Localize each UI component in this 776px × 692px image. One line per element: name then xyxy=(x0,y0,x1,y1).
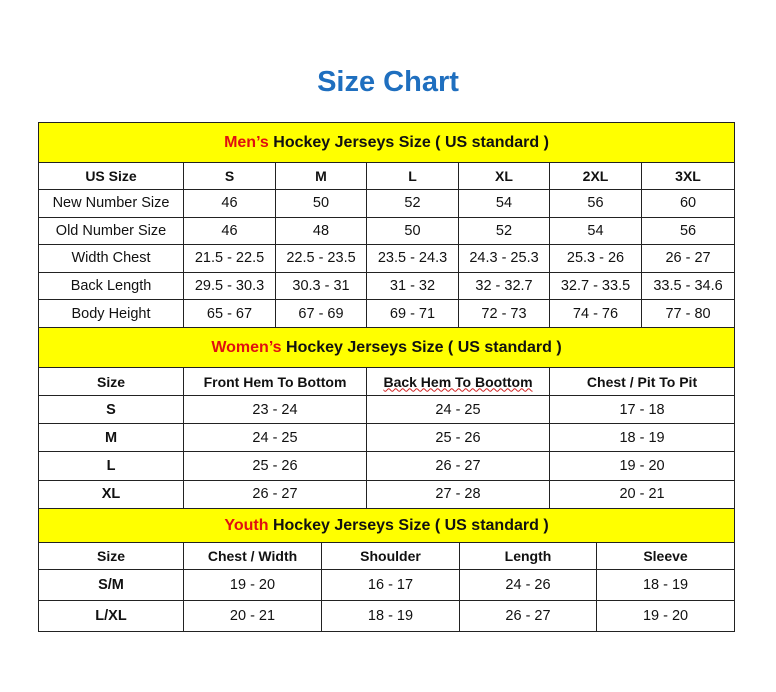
table-cell: 18 - 19 xyxy=(548,423,736,453)
column-header: Chest / Width xyxy=(183,542,322,570)
table-cell: 25 - 26 xyxy=(366,423,550,453)
row-label: L xyxy=(38,451,184,481)
row-label: S xyxy=(38,394,184,425)
column-header: L xyxy=(366,162,459,190)
column-header: Size xyxy=(38,367,184,396)
row-label: M xyxy=(38,423,184,453)
men-size-table: Men’s Hockey Jerseys Size ( US standard … xyxy=(37,122,736,328)
women-size-table: Women’s Hockey Jerseys Size ( US standar… xyxy=(37,327,736,509)
table-cell: 46 xyxy=(183,216,276,246)
table-row: Back Length 29.5 - 30.3 30.3 - 31 31 - 32 32… xyxy=(38,271,736,301)
table-cell: 20 - 21 xyxy=(548,479,736,509)
row-label: Old Number Size xyxy=(38,216,184,246)
table-cell: 19 - 20 xyxy=(548,451,736,481)
women-header-row: Size Front Hem To Bottom Back Hem To Boo… xyxy=(38,367,736,396)
table-cell: 67 - 69 xyxy=(275,299,367,328)
table-cell: 74 - 76 xyxy=(549,299,642,328)
table-row: L/XL 20 - 21 18 - 19 26 - 27 19 - 20 xyxy=(38,600,736,632)
table-row: Width Chest 21.5 - 22.5 22.5 - 23.5 23.5 - … xyxy=(38,244,736,273)
youth-section-heading: Youth Hockey Jerseys Size ( US standard … xyxy=(37,508,736,543)
column-header: Front Hem To Bottom xyxy=(183,367,367,396)
table-cell: 19 - 20 xyxy=(183,569,322,601)
table-cell: 50 xyxy=(366,216,459,246)
table-cell: 26 - 27 xyxy=(459,600,597,632)
column-header: M xyxy=(275,162,367,190)
table-cell: 26 - 27 xyxy=(640,244,736,273)
table-cell: 26 - 27 xyxy=(183,479,367,509)
table-cell: 77 - 80 xyxy=(640,299,736,328)
row-label: XL xyxy=(38,479,184,509)
table-cell: 52 xyxy=(458,216,550,246)
page-title: Size Chart xyxy=(317,66,459,98)
table-cell: 52 xyxy=(366,189,459,218)
table-cell: 32 - 32.7 xyxy=(458,271,550,301)
men-header-row: US Size S M L XL 2XL 3XL xyxy=(38,162,736,190)
table-cell: 22.5 - 23.5 xyxy=(275,244,367,273)
column-header: Length xyxy=(459,542,597,570)
column-header: Size xyxy=(38,542,184,570)
column-header: S xyxy=(183,162,276,190)
youth-header-row: Size Chest / Width Shoulder Length Sleev… xyxy=(38,542,736,570)
table-cell: 48 xyxy=(275,216,367,246)
table-cell: 54 xyxy=(458,189,550,218)
table-row: L 25 - 26 26 - 27 19 - 20 xyxy=(38,451,736,481)
table-cell: 16 - 17 xyxy=(321,569,460,601)
table-row: Old Number Size 46 48 50 52 54 56 xyxy=(38,216,736,246)
table-cell: 18 - 19 xyxy=(595,569,736,601)
men-section-heading: Men’s Hockey Jerseys Size ( US standard … xyxy=(37,122,736,163)
table-cell: 27 - 28 xyxy=(366,479,550,509)
row-label: Body Height xyxy=(38,299,184,328)
column-header: 3XL xyxy=(640,162,736,190)
column-header: US Size xyxy=(38,162,184,190)
table-cell: 25.3 - 26 xyxy=(549,244,642,273)
table-row: XL 26 - 27 27 - 28 20 - 21 xyxy=(38,479,736,509)
table-cell: 19 - 20 xyxy=(595,600,736,632)
table-cell: 54 xyxy=(549,216,642,246)
table-cell: 25 - 26 xyxy=(183,451,367,481)
table-cell: 24 - 26 xyxy=(459,569,597,601)
column-header: Chest / Pit To Pit xyxy=(548,367,736,396)
table-row: S/M 19 - 20 16 - 17 24 - 26 18 - 19 xyxy=(38,569,736,601)
table-cell: 24 - 25 xyxy=(366,394,550,425)
row-label: S/M xyxy=(38,569,184,601)
table-cell: 21.5 - 22.5 xyxy=(183,244,276,273)
table-row: S 23 - 24 24 - 25 17 - 18 xyxy=(38,394,736,425)
table-cell: 31 - 32 xyxy=(366,271,459,301)
table-row: M 24 - 25 25 - 26 18 - 19 xyxy=(38,423,736,453)
table-cell: 60 xyxy=(640,189,736,218)
row-label: Back Length xyxy=(38,271,184,301)
table-cell: 18 - 19 xyxy=(321,600,460,632)
table-cell: 32.7 - 33.5 xyxy=(549,271,642,301)
table-cell: 23 - 24 xyxy=(183,394,367,425)
column-header: Shoulder xyxy=(321,542,460,570)
column-header: XL xyxy=(458,162,550,190)
women-section-heading: Women’s Hockey Jerseys Size ( US standar… xyxy=(37,327,736,368)
table-cell: 46 xyxy=(183,189,276,218)
column-header: Back Hem To Boottom xyxy=(366,367,550,396)
table-row: New Number Size 46 50 52 54 56 60 xyxy=(38,189,736,218)
table-cell: 24.3 - 25.3 xyxy=(458,244,550,273)
table-cell: 24 - 25 xyxy=(183,423,367,453)
row-label: Width Chest xyxy=(38,244,184,273)
row-label: New Number Size xyxy=(38,189,184,218)
table-cell: 29.5 - 30.3 xyxy=(183,271,276,301)
table-cell: 17 - 18 xyxy=(548,394,736,425)
table-cell: 33.5 - 34.6 xyxy=(640,271,736,301)
table-cell: 50 xyxy=(275,189,367,218)
table-cell: 20 - 21 xyxy=(183,600,322,632)
column-header: 2XL xyxy=(549,162,642,190)
table-cell: 56 xyxy=(549,189,642,218)
row-label: L/XL xyxy=(38,600,184,632)
table-cell: 65 - 67 xyxy=(183,299,276,328)
table-cell: 23.5 - 24.3 xyxy=(366,244,459,273)
column-header: Sleeve xyxy=(595,542,736,570)
table-cell: 69 - 71 xyxy=(366,299,459,328)
table-row: Body Height 65 - 67 67 - 69 69 - 71 72 - 73 7… xyxy=(38,299,736,328)
table-cell: 72 - 73 xyxy=(458,299,550,328)
table-cell: 26 - 27 xyxy=(366,451,550,481)
youth-size-table: Youth Hockey Jerseys Size ( US standard … xyxy=(37,508,736,632)
table-cell: 30.3 - 31 xyxy=(275,271,367,301)
table-cell: 56 xyxy=(640,216,736,246)
